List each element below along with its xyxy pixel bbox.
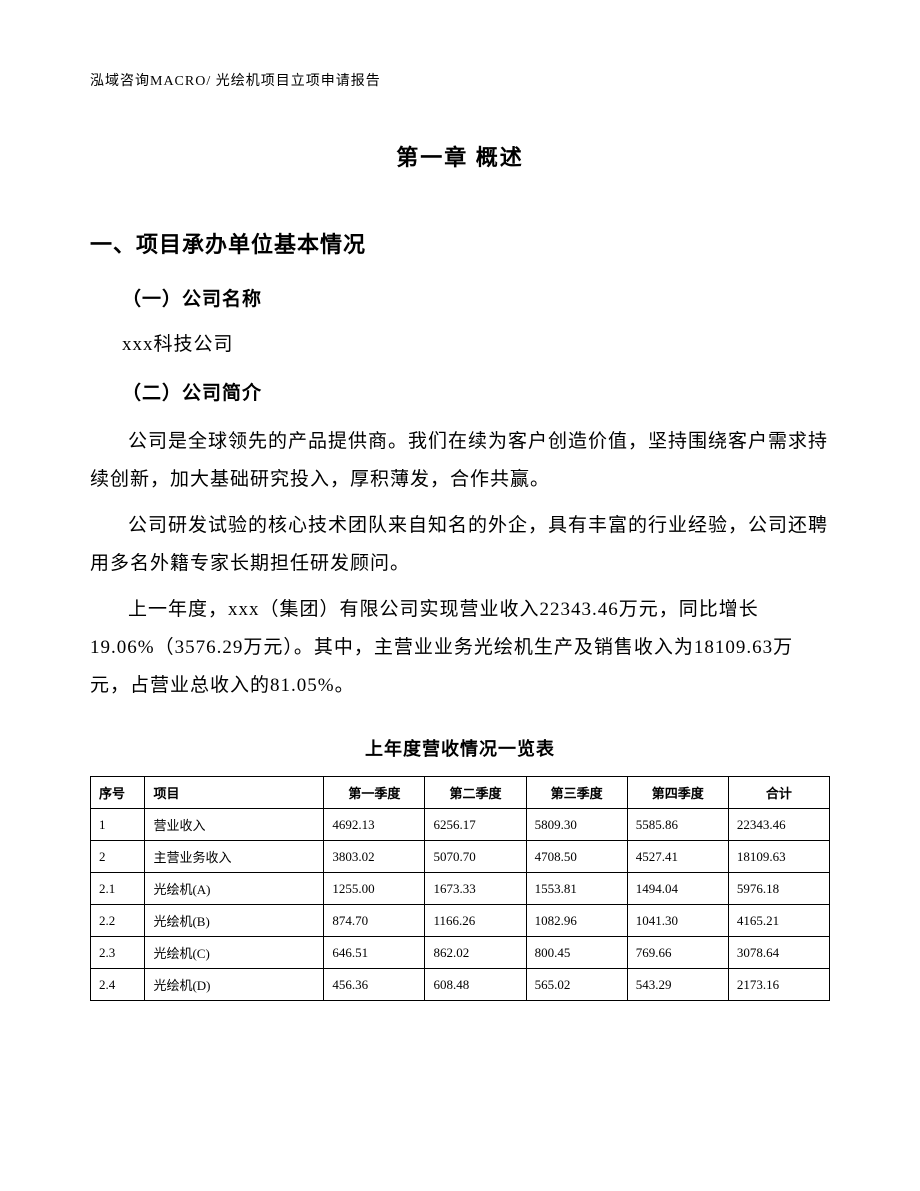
- col-header-q2: 第二季度: [425, 777, 526, 809]
- paragraph-2: 公司研发试验的核心技术团队来自知名的外企，具有丰富的行业经验，公司还聘用多名外籍…: [90, 507, 830, 583]
- cell-q2: 6256.17: [425, 809, 526, 841]
- cell-item: 营业收入: [145, 809, 324, 841]
- cell-seq: 2.4: [91, 969, 145, 1001]
- section-title: 一、项目承办单位基本情况: [90, 227, 830, 259]
- cell-total: 2173.16: [728, 969, 829, 1001]
- subsection-1-title: （一）公司名称: [90, 284, 830, 311]
- cell-q2: 862.02: [425, 937, 526, 969]
- cell-q4: 543.29: [627, 969, 728, 1001]
- cell-q4: 1494.04: [627, 873, 728, 905]
- table-title: 上年度营收情况一览表: [90, 735, 830, 761]
- cell-q4: 5585.86: [627, 809, 728, 841]
- cell-q4: 1041.30: [627, 905, 728, 937]
- subsection-2-title: （二）公司简介: [90, 378, 830, 405]
- cell-q3: 4708.50: [526, 841, 627, 873]
- cell-q3: 1553.81: [526, 873, 627, 905]
- table-row: 2.1 光绘机(A) 1255.00 1673.33 1553.81 1494.…: [91, 873, 830, 905]
- chapter-title: 第一章 概述: [90, 140, 830, 172]
- cell-q1: 3803.02: [324, 841, 425, 873]
- cell-seq: 2: [91, 841, 145, 873]
- table-row: 2.3 光绘机(C) 646.51 862.02 800.45 769.66 3…: [91, 937, 830, 969]
- table-row: 2.4 光绘机(D) 456.36 608.48 565.02 543.29 2…: [91, 969, 830, 1001]
- cell-q1: 874.70: [324, 905, 425, 937]
- cell-q3: 565.02: [526, 969, 627, 1001]
- cell-q4: 769.66: [627, 937, 728, 969]
- table-row: 2 主营业务收入 3803.02 5070.70 4708.50 4527.41…: [91, 841, 830, 873]
- cell-total: 3078.64: [728, 937, 829, 969]
- cell-q2: 5070.70: [425, 841, 526, 873]
- table-header-row: 序号 项目 第一季度 第二季度 第三季度 第四季度 合计: [91, 777, 830, 809]
- cell-seq: 2.3: [91, 937, 145, 969]
- page-header: 泓域咨询MACRO/ 光绘机项目立项申请报告: [90, 70, 830, 90]
- cell-item: 光绘机(B): [145, 905, 324, 937]
- paragraph-1: 公司是全球领先的产品提供商。我们在续为客户创造价值，坚持围绕客户需求持续创新，加…: [90, 423, 830, 499]
- cell-q4: 4527.41: [627, 841, 728, 873]
- cell-q1: 456.36: [324, 969, 425, 1001]
- table-row: 1 营业收入 4692.13 6256.17 5809.30 5585.86 2…: [91, 809, 830, 841]
- cell-seq: 2.1: [91, 873, 145, 905]
- cell-q2: 1673.33: [425, 873, 526, 905]
- cell-q2: 1166.26: [425, 905, 526, 937]
- col-header-total: 合计: [728, 777, 829, 809]
- cell-total: 18109.63: [728, 841, 829, 873]
- table-row: 2.2 光绘机(B) 874.70 1166.26 1082.96 1041.3…: [91, 905, 830, 937]
- cell-q1: 4692.13: [324, 809, 425, 841]
- cell-q1: 1255.00: [324, 873, 425, 905]
- cell-q2: 608.48: [425, 969, 526, 1001]
- revenue-table: 序号 项目 第一季度 第二季度 第三季度 第四季度 合计 1 营业收入 4692…: [90, 776, 830, 1001]
- cell-item: 主营业务收入: [145, 841, 324, 873]
- cell-total: 22343.46: [728, 809, 829, 841]
- cell-q3: 5809.30: [526, 809, 627, 841]
- col-header-seq: 序号: [91, 777, 145, 809]
- col-header-q4: 第四季度: [627, 777, 728, 809]
- cell-q3: 800.45: [526, 937, 627, 969]
- table-body: 1 营业收入 4692.13 6256.17 5809.30 5585.86 2…: [91, 809, 830, 1001]
- col-header-q1: 第一季度: [324, 777, 425, 809]
- cell-item: 光绘机(C): [145, 937, 324, 969]
- cell-total: 5976.18: [728, 873, 829, 905]
- cell-q3: 1082.96: [526, 905, 627, 937]
- paragraph-3: 上一年度，xxx（集团）有限公司实现营业收入22343.46万元，同比增长19.…: [90, 591, 830, 705]
- cell-seq: 2.2: [91, 905, 145, 937]
- cell-seq: 1: [91, 809, 145, 841]
- company-name: xxx科技公司: [90, 329, 830, 356]
- cell-total: 4165.21: [728, 905, 829, 937]
- cell-item: 光绘机(D): [145, 969, 324, 1001]
- col-header-item: 项目: [145, 777, 324, 809]
- cell-q1: 646.51: [324, 937, 425, 969]
- cell-item: 光绘机(A): [145, 873, 324, 905]
- col-header-q3: 第三季度: [526, 777, 627, 809]
